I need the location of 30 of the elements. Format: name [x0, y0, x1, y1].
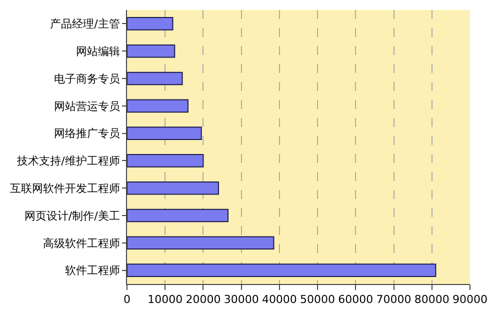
- bar: [127, 99, 188, 113]
- y-tick-label: 网页设计/制作/美工: [24, 209, 120, 222]
- bar: [127, 72, 183, 86]
- bar: [127, 154, 204, 168]
- y-tick-label: 产品经理/主管: [50, 18, 120, 31]
- y-tick-label: 网站编辑: [76, 44, 120, 58]
- x-tick-label: 10000: [148, 293, 183, 306]
- y-tick-label: 网站营运专员: [54, 100, 120, 113]
- y-tick-label: 电子商务专员: [54, 72, 120, 86]
- y-tick-label: 技术支持/维护工程师: [16, 154, 120, 168]
- bar: [127, 181, 219, 195]
- bar: [127, 17, 174, 30]
- bar: [127, 208, 228, 222]
- x-tick-label: 90000: [452, 293, 488, 306]
- y-tick-label: 软件工程师: [64, 264, 120, 278]
- bar: [127, 126, 202, 140]
- x-tick-label: 0: [124, 293, 130, 306]
- x-tick-label: 50000: [300, 293, 336, 306]
- y-tick-label: 网络推广专员: [54, 127, 120, 140]
- x-tick-label: 30000: [224, 293, 259, 306]
- bar: [127, 264, 436, 277]
- x-tick-label: 20000: [186, 293, 221, 306]
- x-tick-label: 40000: [262, 293, 297, 306]
- y-tick-label: 高级软件工程师: [42, 236, 120, 250]
- y-tick-label: 互联网软件开发工程师: [10, 182, 120, 195]
- bar: [127, 44, 176, 58]
- x-tick-label: 80000: [414, 293, 450, 306]
- x-tick-label: 70000: [376, 293, 412, 306]
- bar: [127, 236, 274, 250]
- x-tick-label: 60000: [338, 293, 374, 306]
